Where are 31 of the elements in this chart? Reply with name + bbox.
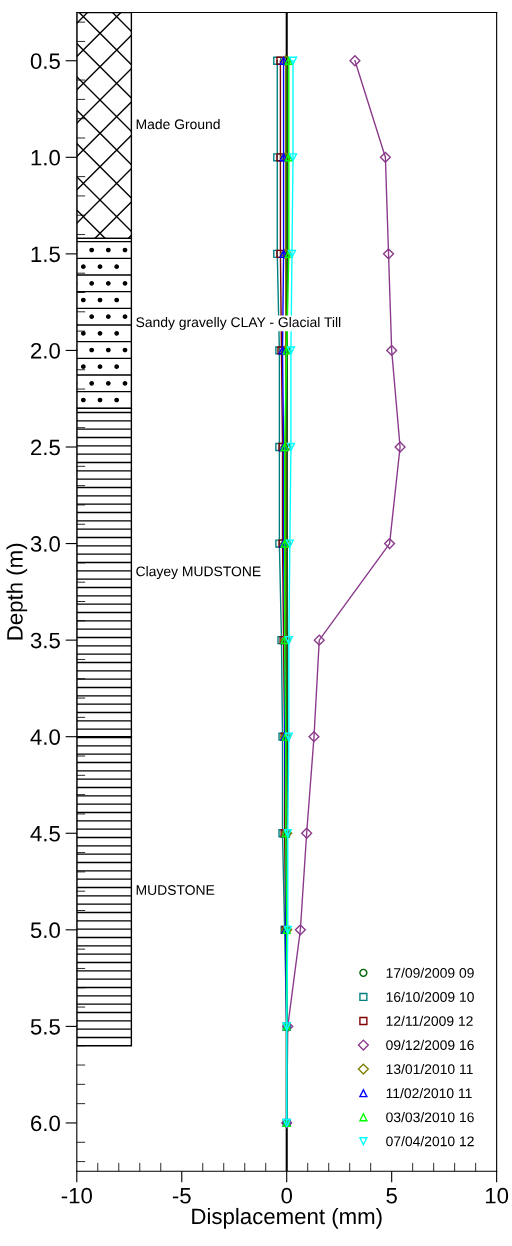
y-tick-label: 2.0 <box>31 342 60 359</box>
x-tick-label: -10 <box>61 1187 92 1204</box>
band-label: MUDSTONE <box>136 885 215 895</box>
band-label: Sandy gravelly CLAY - Glacial Till <box>136 316 341 330</box>
y-tick-label: 3.5 <box>30 632 60 649</box>
legend-label: 03/03/2010 16 <box>386 1112 474 1123</box>
legend-label: 12/11/2009 12 <box>386 1015 473 1026</box>
legend-label: 13/01/2010 11 <box>386 1063 473 1075</box>
legend-label: 09/12/2009 16 <box>386 1039 474 1051</box>
y-axis-title: Depth (m) <box>6 543 28 640</box>
y-tick-label: 1.5 <box>31 246 60 263</box>
band-label: Made Ground <box>136 118 220 130</box>
y-tick-label: 0.5 <box>30 53 60 70</box>
x-tick-label: -5 <box>172 1188 191 1204</box>
band-label: Clayey MUDSTONE <box>136 566 261 580</box>
y-tick-label: 5.0 <box>30 922 60 939</box>
x-tick-label: 5 <box>386 1188 397 1204</box>
legend-label: 11/02/2010 11 <box>386 1087 472 1099</box>
y-tick-label: 5.5 <box>30 1019 60 1035</box>
x-axis-title: Displacement (mm) <box>192 1207 382 1229</box>
legend-label: 17/09/2009 09 <box>386 967 474 978</box>
x-tick-label: 0 <box>281 1187 293 1204</box>
x-tick-label: 10 <box>485 1187 509 1204</box>
y-tick-label: 3.0 <box>30 536 60 552</box>
y-tick-label: 2.5 <box>31 439 60 456</box>
y-tick-label: 1.0 <box>31 149 60 166</box>
y-tick-label: 4.0 <box>30 729 60 745</box>
y-tick-label: 6.0 <box>31 1115 60 1132</box>
legend-label: 16/10/2009 10 <box>386 991 474 1002</box>
legend-label: 07/04/2010 12 <box>386 1136 474 1147</box>
y-tick-label: 4.5 <box>30 826 60 842</box>
